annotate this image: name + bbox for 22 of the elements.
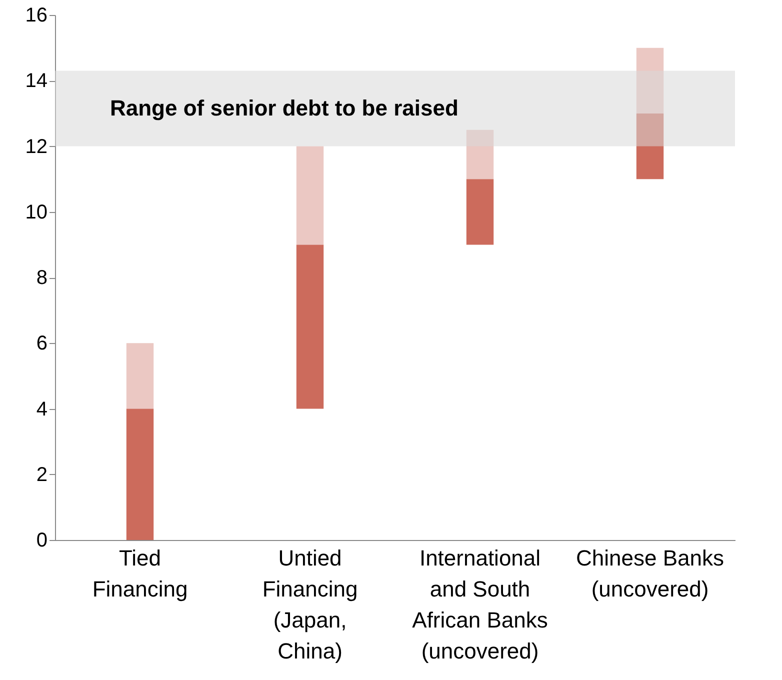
bar <box>126 408 154 540</box>
x-tick-label: Untied Financing (Japan, China) <box>262 546 358 664</box>
y-tick-label: 16 <box>25 4 48 26</box>
y-tick-label: 0 <box>36 530 48 552</box>
bar <box>296 244 324 409</box>
band-label: Range of senior debt to be raised <box>110 96 458 121</box>
x-tick-label: International and South African Banks (uncovered) <box>412 546 548 664</box>
y-tick-label: 12 <box>25 136 48 158</box>
y-tick-label: 6 <box>36 332 48 355</box>
y-tick-label: 14 <box>25 70 48 92</box>
x-tick-label: Tied Financing <box>92 546 188 602</box>
y-tick-label: 10 <box>25 201 48 224</box>
y-tick-label: 8 <box>36 267 48 289</box>
x-tick-label: Chinese Banks (uncovered) <box>576 546 724 602</box>
y-tick-label: 4 <box>36 398 48 420</box>
bar <box>466 130 494 180</box>
bar <box>636 48 664 114</box>
bar <box>126 343 154 409</box>
bar <box>466 179 494 245</box>
bar <box>636 113 664 180</box>
y-tick-label: 2 <box>36 464 48 486</box>
bar <box>296 146 324 245</box>
